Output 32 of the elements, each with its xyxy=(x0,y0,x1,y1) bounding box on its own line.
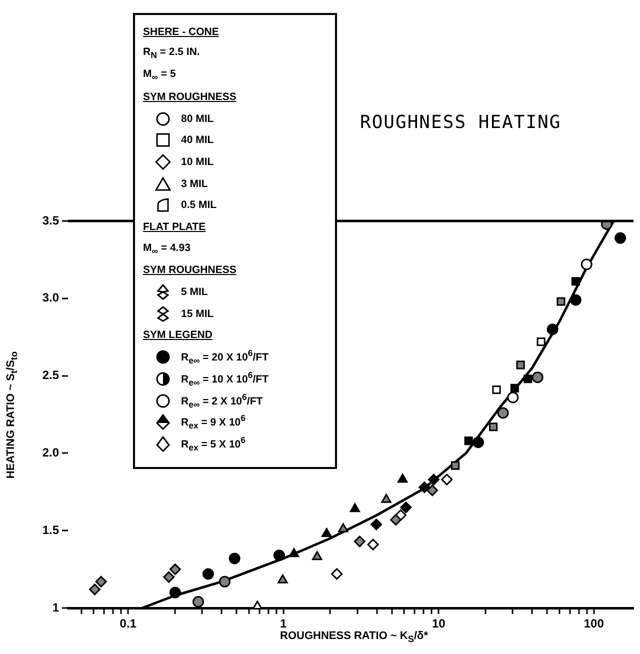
text: R$_{N}$ = 2.5 IN. xyxy=(143,46,200,61)
text: 0.5 MIL xyxy=(181,199,217,212)
x-tick-label: 100 xyxy=(584,616,604,631)
annotation: 15 MIL xyxy=(181,308,214,320)
y-tick-label: 2.5 xyxy=(42,368,60,382)
y-tick-label: 2.0 xyxy=(42,446,60,460)
y-tick-label: 3.5 xyxy=(42,213,60,228)
text: SHERE - CONE xyxy=(143,26,219,38)
text: SYM ROUGHNESS xyxy=(143,90,236,103)
annotation: SYM ROUGHNESS xyxy=(143,264,236,276)
text: M$_{∞}$ = 5 xyxy=(143,68,176,82)
text: 3 MIL xyxy=(181,178,208,190)
annotation: M$_{∞}$ = 4.93 xyxy=(143,242,190,256)
annotation: R$_{e∞}$ = 2 X 10$^{6}$/FT xyxy=(181,392,263,410)
annotation: SYM LEGEND xyxy=(143,329,212,342)
x-tick-label: 10 xyxy=(432,616,446,631)
y-tick-label: 3.0 xyxy=(42,290,60,305)
x-tick-label: 0.1 xyxy=(120,616,137,631)
x-tick-label: 1 xyxy=(280,616,288,631)
text: 80 MIL xyxy=(181,112,214,125)
x-axis-title: ROUGHNESS RATIO ~ K$_{S}$/δ* xyxy=(279,630,429,644)
annotation: R$_{ex}$ = 9 X 10$^{6}$ xyxy=(181,413,246,432)
annotation: R$_{e∞}$ = 20 X 10$^{6}$/FT xyxy=(181,348,268,366)
annotation: 5 MIL xyxy=(181,286,208,298)
y-tick-label: 1.5 xyxy=(42,522,60,537)
chart-title: ROUGHNESS HEATING xyxy=(360,112,562,133)
y-tick-label: 1 xyxy=(52,600,60,614)
annotation: R$_{ex}$ = 5 X 10$^{6}$ xyxy=(181,435,246,453)
annotation: R$_{e∞}$ = 10 X 10$^{6}$/FT xyxy=(181,370,268,388)
text: 40 MIL xyxy=(181,134,214,146)
text: 10 MIL xyxy=(181,156,214,168)
annotation: FLAT PLATE xyxy=(143,221,206,234)
